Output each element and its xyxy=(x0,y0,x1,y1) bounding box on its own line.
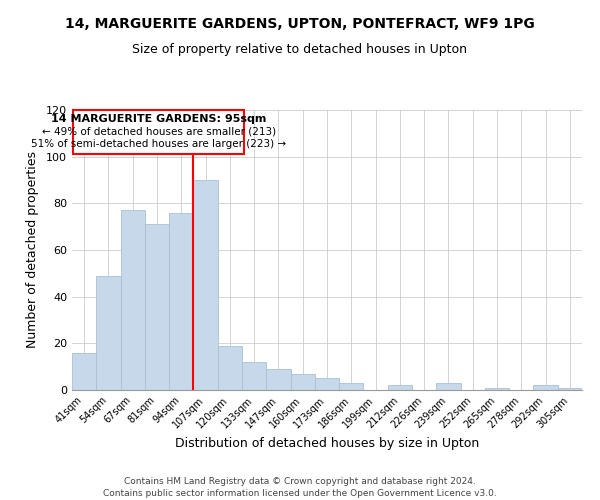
Bar xyxy=(96,276,121,390)
Text: Size of property relative to detached houses in Upton: Size of property relative to detached ho… xyxy=(133,42,467,56)
Text: 14, MARGUERITE GARDENS, UPTON, PONTEFRACT, WF9 1PG: 14, MARGUERITE GARDENS, UPTON, PONTEFRAC… xyxy=(65,18,535,32)
X-axis label: Distribution of detached houses by size in Upton: Distribution of detached houses by size … xyxy=(175,437,479,450)
Bar xyxy=(72,352,96,390)
Text: ← 49% of detached houses are smaller (213): ← 49% of detached houses are smaller (21… xyxy=(42,126,276,136)
Bar xyxy=(485,388,509,390)
Bar xyxy=(533,386,558,390)
Bar xyxy=(169,212,193,390)
Text: Contains public sector information licensed under the Open Government Licence v3: Contains public sector information licen… xyxy=(103,489,497,498)
Text: 14 MARGUERITE GARDENS: 95sqm: 14 MARGUERITE GARDENS: 95sqm xyxy=(51,114,266,124)
Bar xyxy=(145,224,169,390)
Bar xyxy=(193,180,218,390)
Text: 51% of semi-detached houses are larger (223) →: 51% of semi-detached houses are larger (… xyxy=(31,139,286,149)
Bar xyxy=(290,374,315,390)
Bar xyxy=(388,386,412,390)
Bar xyxy=(266,369,290,390)
Bar xyxy=(121,210,145,390)
Bar xyxy=(339,383,364,390)
Bar xyxy=(218,346,242,390)
Bar xyxy=(436,383,461,390)
Bar xyxy=(315,378,339,390)
Bar xyxy=(558,388,582,390)
FancyBboxPatch shape xyxy=(73,110,244,154)
Bar xyxy=(242,362,266,390)
Text: Contains HM Land Registry data © Crown copyright and database right 2024.: Contains HM Land Registry data © Crown c… xyxy=(124,478,476,486)
Y-axis label: Number of detached properties: Number of detached properties xyxy=(26,152,39,348)
